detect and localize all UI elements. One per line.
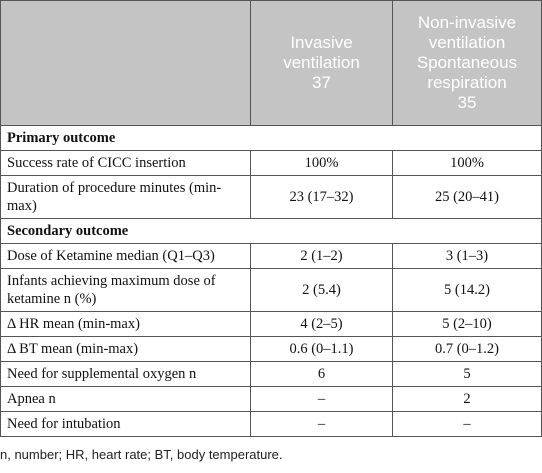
table-row: Duration of procedure minutes (min-max) 2…: [0, 175, 542, 219]
table-row: Δ HR mean (min-max) 4 (2–5) 5 (2–10): [0, 311, 542, 337]
table-row: Need for intubation – –: [0, 411, 542, 437]
value-cell: 23 (17–32): [250, 175, 393, 219]
value-cell: 4 (2–5): [250, 311, 393, 337]
value-cell: –: [250, 386, 393, 412]
row-label: Δ BT mean (min-max): [0, 336, 251, 362]
header-line: Invasive: [290, 33, 353, 52]
value-cell: 0.7 (0–1.2): [392, 336, 542, 362]
value-cell: 2 (1–2): [250, 243, 393, 269]
value-cell: 6: [250, 361, 393, 387]
header-line: 35: [457, 93, 477, 112]
value-cell: –: [392, 411, 542, 437]
header-cell: Invasive ventilation 37: [250, 0, 393, 126]
header-line: ventilation: [428, 33, 506, 52]
row-label: Infants achieving maximum dose of ketami…: [0, 268, 251, 312]
row-label: Apnea n: [0, 386, 251, 412]
row-label: Dose of Ketamine median (Q1–Q3): [0, 243, 251, 269]
value-cell: –: [250, 411, 393, 437]
section-heading: Primary outcome: [0, 125, 542, 151]
row-label: Need for supplemental oxygen n: [0, 361, 251, 387]
header-cell: [0, 0, 251, 126]
value-cell: 3 (1–3): [392, 243, 542, 269]
table-row: Δ BT mean (min-max) 0.6 (0–1.1) 0.7 (0–1.2…: [0, 336, 542, 362]
table-row: Primary outcome: [0, 125, 542, 151]
header-line: ventilation: [283, 53, 360, 72]
table-row: Infants achieving maximum dose of ketami…: [0, 268, 542, 312]
value-cell: 0.6 (0–1.1): [250, 336, 393, 362]
header-row: Invasive ventilation 37 Non-invasive ventila…: [0, 0, 542, 126]
results-table: Invasive ventilation 37 Non-invasive ventila…: [0, 0, 542, 437]
row-label: Success rate of CICC insertion: [0, 150, 251, 176]
value-cell: 5 (2–10): [392, 311, 542, 337]
value-cell: 5 (14.2): [392, 268, 542, 312]
row-label: Duration of procedure minutes (min-max): [0, 175, 251, 219]
value-cell: 2: [392, 386, 542, 412]
header-line: Non-invasive: [417, 13, 517, 32]
value-cell: 100%: [392, 150, 542, 176]
table-row: Apnea n –2: [0, 386, 542, 412]
header-cell: Non-invasive ventilation Spontaneous respir…: [392, 0, 542, 126]
section-heading: Secondary outcome: [0, 218, 542, 244]
row-label: Δ HR mean (min-max): [0, 311, 251, 337]
table-row: Success rate of CICC insertion 100% 100%: [0, 150, 542, 176]
value-cell: 2 (5.4): [250, 268, 393, 312]
value-cell: 5: [392, 361, 542, 387]
table-row: Secondary outcome: [0, 218, 542, 244]
header-line: respiration: [427, 73, 507, 92]
header-line: Spontaneous: [416, 53, 518, 72]
value-cell: 100%: [250, 150, 393, 176]
row-label: Need for intubation: [0, 411, 251, 437]
header-line: 37: [312, 73, 331, 92]
footnote: n, number; HR, heart rate; BT, body temp…: [0, 447, 283, 462]
table-row: Dose of Ketamine median (Q1–Q3) 2 (1–2) 3 …: [0, 243, 542, 269]
value-cell: 25 (20–41): [392, 175, 542, 219]
